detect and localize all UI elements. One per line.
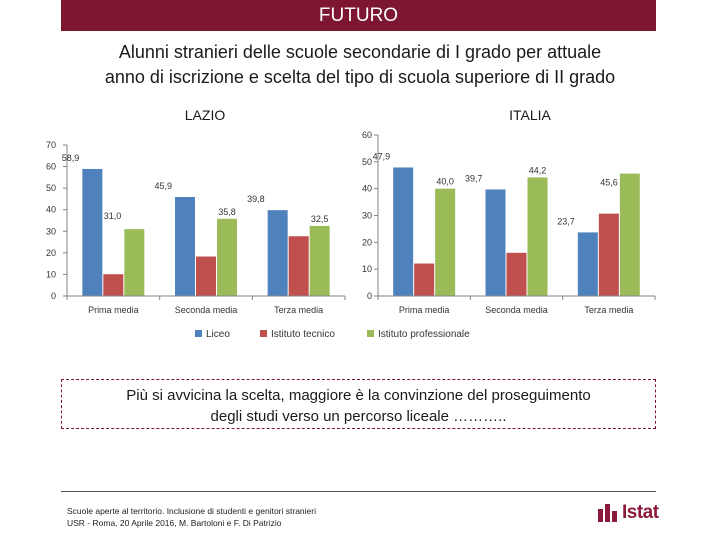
y-tick-label-lazio-0: 0 (51, 291, 56, 301)
data-label-italia-1-2: 44,2 (529, 165, 547, 175)
y-tick-label-italia-0: 0 (367, 291, 372, 301)
footer-divider (61, 491, 656, 492)
bar-italia-2-2 (619, 173, 640, 296)
bar-lazio-2-2 (309, 225, 330, 296)
chart-title-italia: ITALIA (509, 107, 551, 123)
y-tick-label-italia-20: 20 (362, 237, 372, 247)
bar-italia-1-2 (527, 177, 548, 296)
legend-label-2: Istituto professionale (378, 329, 470, 340)
bar-lazio-0-2 (124, 229, 145, 296)
x-label-lazio-1: Seconda media (175, 305, 238, 315)
data-label-italia-0-2: 40,0 (436, 177, 454, 187)
x-label-italia-2: Terza media (584, 305, 633, 315)
slide-title: Alunni stranieri delle scuole secondarie… (40, 40, 680, 90)
istat-wordmark: Istat (622, 502, 659, 523)
data-label-lazio-0-0: 58,9 (62, 153, 80, 163)
data-label-italia-2-2: 45,6 (600, 178, 618, 188)
data-label-lazio-0-2: 31,0 (104, 211, 122, 221)
y-tick-label-lazio-50: 50 (46, 183, 56, 193)
y-tick-label-lazio-70: 70 (46, 140, 56, 150)
footer-credits: Scuole aperte al territorio. Inclusione … (67, 505, 316, 529)
y-tick-label-italia-30: 30 (362, 211, 372, 221)
data-label-lazio-2-2: 32,5 (311, 214, 329, 224)
footer-line-2: USR - Roma, 20 Aprile 2016, M. Bartoloni… (67, 518, 282, 528)
x-label-italia-1: Seconda media (485, 305, 548, 315)
x-label-italia-0: Prima media (399, 305, 450, 315)
bar-italia-2-0 (577, 232, 598, 296)
bar-lazio-1-1 (196, 256, 216, 296)
x-label-lazio-2: Terza media (274, 305, 323, 315)
legend-swatch-0 (195, 330, 202, 337)
slide-title-line-1: Alunni stranieri delle scuole secondarie… (118, 42, 602, 62)
bar-charts: LAZIO 0 10 20 30 40 50 60 70 58,9 31,0 Prima media 4… (46, 107, 656, 340)
y-tick-label-lazio-30: 30 (46, 226, 56, 236)
bar-italia-1-0 (485, 189, 506, 296)
y-tick-label-italia-60: 60 (362, 130, 372, 140)
bar-lazio-1-2 (217, 218, 237, 296)
callout-line-1: Più si avvicina la scelta, maggiore è la… (126, 387, 591, 404)
legend-swatch-2 (367, 330, 374, 337)
x-label-lazio-0: Prima media (88, 305, 139, 315)
footer-line-1: Scuole aperte al territorio. Inclusione … (67, 506, 316, 516)
data-label-italia-2-0: 23,7 (557, 216, 575, 226)
bar-lazio-2-1 (288, 236, 309, 296)
bar-lazio-0-1 (103, 274, 124, 296)
callout-line-2: degli studi verso un percorso liceale ……… (210, 408, 507, 425)
data-label-lazio-1-0: 45,9 (154, 181, 172, 191)
y-tick-label-italia-50: 50 (362, 157, 372, 167)
bar-italia-0-1 (414, 263, 435, 296)
bar-italia-0-2 (435, 188, 456, 296)
legend-label-1: Istituto tecnico (271, 329, 335, 340)
data-label-lazio-1-2: 35,8 (218, 207, 236, 217)
y-tick-label-lazio-20: 20 (46, 248, 56, 258)
header-banner: FUTURO (61, 0, 656, 31)
y-tick-label-lazio-10: 10 (46, 269, 56, 279)
bar-lazio-0-0 (82, 168, 103, 296)
legend-label-0: Liceo (206, 329, 230, 340)
callout-box: Più si avvicina la scelta, maggiore è la… (61, 379, 656, 429)
istat-mark-icon (598, 504, 617, 522)
legend-swatch-1 (260, 330, 267, 337)
bar-lazio-2-0 (267, 210, 288, 296)
y-tick-label-lazio-40: 40 (46, 205, 56, 215)
bar-lazio-1-0 (175, 196, 195, 296)
data-label-lazio-2-0: 39,8 (247, 194, 265, 204)
bar-italia-2-1 (598, 213, 619, 296)
bar-italia-0-0 (393, 167, 414, 296)
y-tick-label-italia-10: 10 (362, 264, 372, 274)
data-label-italia-1-0: 39,7 (465, 173, 483, 183)
y-tick-label-italia-40: 40 (362, 184, 372, 194)
bar-italia-1-1 (506, 252, 527, 296)
slide-title-line-2: anno di iscrizione e scelta del tipo di … (104, 67, 616, 87)
chart-title-lazio: LAZIO (185, 107, 226, 123)
data-label-italia-0-0: 47,9 (373, 151, 391, 161)
y-tick-label-lazio-60: 60 (46, 162, 56, 172)
